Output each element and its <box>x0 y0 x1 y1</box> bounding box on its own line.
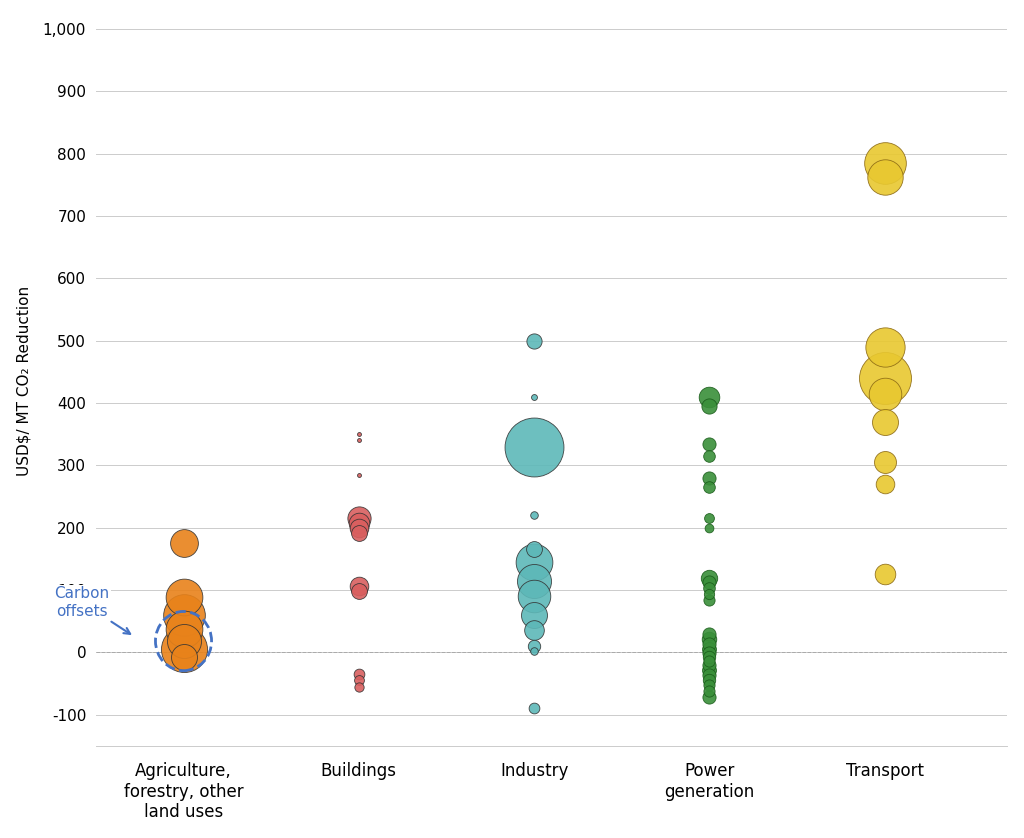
Point <box>350 512 367 525</box>
Point <box>701 471 718 484</box>
Point <box>877 456 893 469</box>
Point <box>877 340 893 354</box>
Point <box>350 674 367 687</box>
Point <box>701 587 718 600</box>
Point <box>175 634 191 648</box>
Point <box>701 390 718 403</box>
Point <box>175 608 191 622</box>
Point <box>175 536 191 550</box>
Point <box>877 567 893 581</box>
Point <box>701 449 718 463</box>
Point <box>526 639 543 653</box>
Point <box>701 691 718 704</box>
Point <box>701 571 718 584</box>
Point <box>526 589 543 603</box>
Point <box>877 387 893 401</box>
Point <box>175 591 191 604</box>
Point <box>526 701 543 715</box>
Point <box>350 526 367 540</box>
Point <box>701 582 718 595</box>
Point <box>701 650 718 664</box>
Point <box>701 658 718 671</box>
Point <box>701 593 718 607</box>
Point <box>877 157 893 170</box>
Point <box>350 521 367 535</box>
Point <box>701 576 718 589</box>
Point <box>350 585 367 598</box>
Point <box>701 632 718 645</box>
Point <box>350 516 367 530</box>
Point <box>701 480 718 494</box>
Point <box>526 543 543 556</box>
Point <box>526 644 543 658</box>
Point <box>175 622 191 635</box>
Point <box>350 667 367 680</box>
Point <box>526 390 543 403</box>
Point <box>877 371 893 385</box>
Point <box>350 427 367 441</box>
Point <box>701 521 718 535</box>
Point <box>701 646 718 660</box>
Point <box>526 623 543 637</box>
Point <box>526 574 543 587</box>
Point <box>877 478 893 491</box>
Point <box>701 637 718 650</box>
Point <box>350 468 367 481</box>
Point <box>526 509 543 522</box>
Point <box>701 400 718 413</box>
Point <box>175 643 191 656</box>
Point <box>701 663 718 676</box>
Y-axis label: USD$/ MT CO₂ Reduction: USD$/ MT CO₂ Reduction <box>16 286 32 476</box>
Text: Carbon
offsets: Carbon offsets <box>54 587 130 634</box>
Point <box>877 171 893 184</box>
Point <box>526 334 543 348</box>
Point <box>701 642 718 655</box>
Point <box>350 680 367 693</box>
Point <box>701 673 718 686</box>
Point <box>701 678 718 691</box>
Point <box>350 579 367 592</box>
Point <box>701 437 718 450</box>
Point <box>701 684 718 697</box>
Point <box>701 627 718 640</box>
Point <box>701 654 718 668</box>
Point <box>877 415 893 428</box>
Point <box>175 650 191 664</box>
Point <box>526 556 543 569</box>
Point <box>701 668 718 681</box>
Point <box>526 608 543 622</box>
Point <box>350 434 367 447</box>
Point <box>526 440 543 453</box>
Point <box>701 512 718 525</box>
